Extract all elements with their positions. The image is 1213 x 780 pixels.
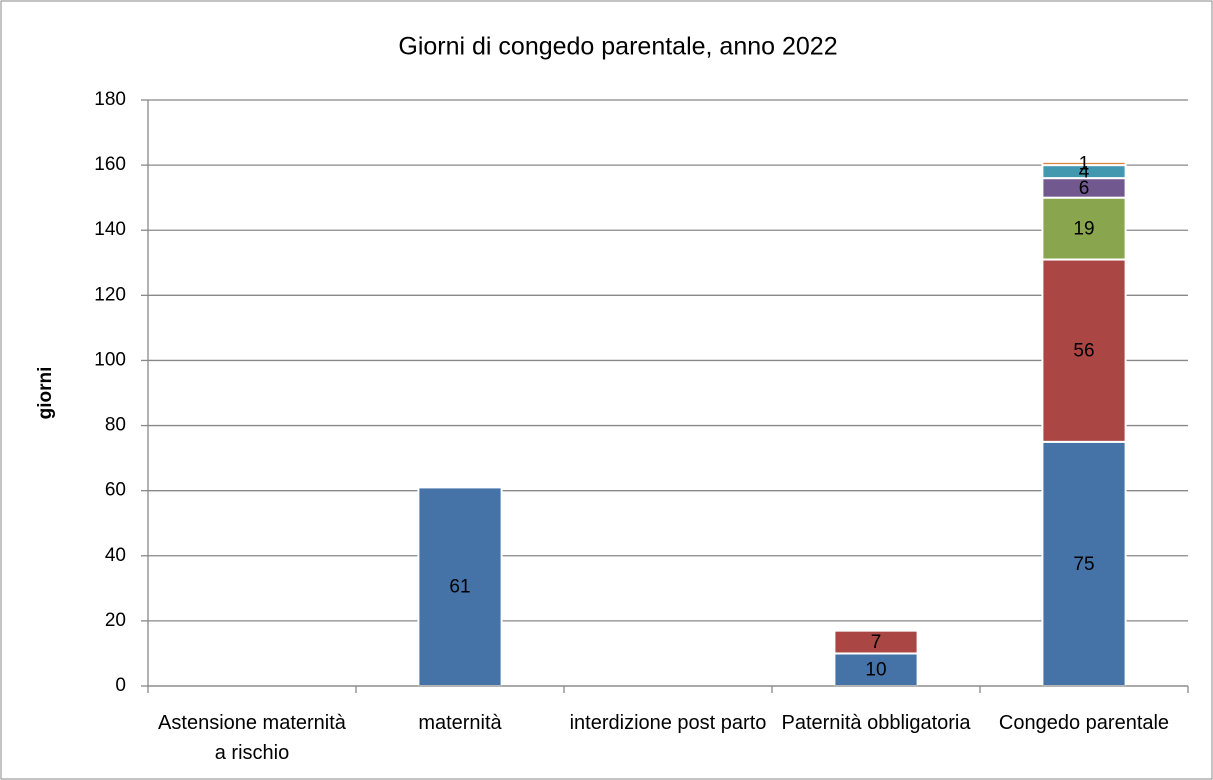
y-axis-label: giorni (35, 367, 56, 420)
data-label: 19 (1073, 219, 1094, 240)
data-label: 10 (865, 660, 886, 681)
x-tick-label: Congedo parentale (998, 712, 1170, 734)
y-tick-label: 60 (105, 480, 126, 501)
y-tick-label: 20 (105, 610, 126, 631)
x-tick-label: Paternità obbligatoria (781, 712, 971, 734)
bar-segment (833, 652, 919, 688)
y-tick-label: 160 (94, 154, 126, 175)
data-label: 7 (871, 632, 882, 653)
y-tick-label: 140 (94, 219, 126, 240)
x-tick-label: Astensione maternità a rischio (158, 712, 346, 764)
bar-segment (417, 486, 503, 687)
bar-segment (1041, 440, 1127, 688)
bar-segment (1041, 196, 1127, 261)
y-tick-label: 180 (94, 89, 126, 110)
chart-title: Giorni di congedo parentale, anno 2022 (398, 33, 837, 61)
x-tick-label: maternità (418, 712, 502, 734)
y-tick-label: 80 (105, 415, 126, 436)
data-label: 1 (1079, 153, 1090, 174)
x-tick-label: interdizione post parto (569, 712, 767, 734)
y-tick-label: 40 (105, 545, 126, 566)
bar-segment (1041, 160, 1127, 167)
y-tick-label: 100 (94, 349, 126, 370)
bar-segment (833, 629, 919, 655)
data-label: 75 (1073, 554, 1094, 575)
y-tick-label: 0 (115, 675, 126, 696)
data-label: 4 (1079, 162, 1090, 183)
data-label: 56 (1073, 341, 1094, 362)
data-label: 61 (449, 577, 470, 598)
data-label: 6 (1079, 178, 1090, 199)
y-tick-label: 120 (94, 284, 126, 305)
